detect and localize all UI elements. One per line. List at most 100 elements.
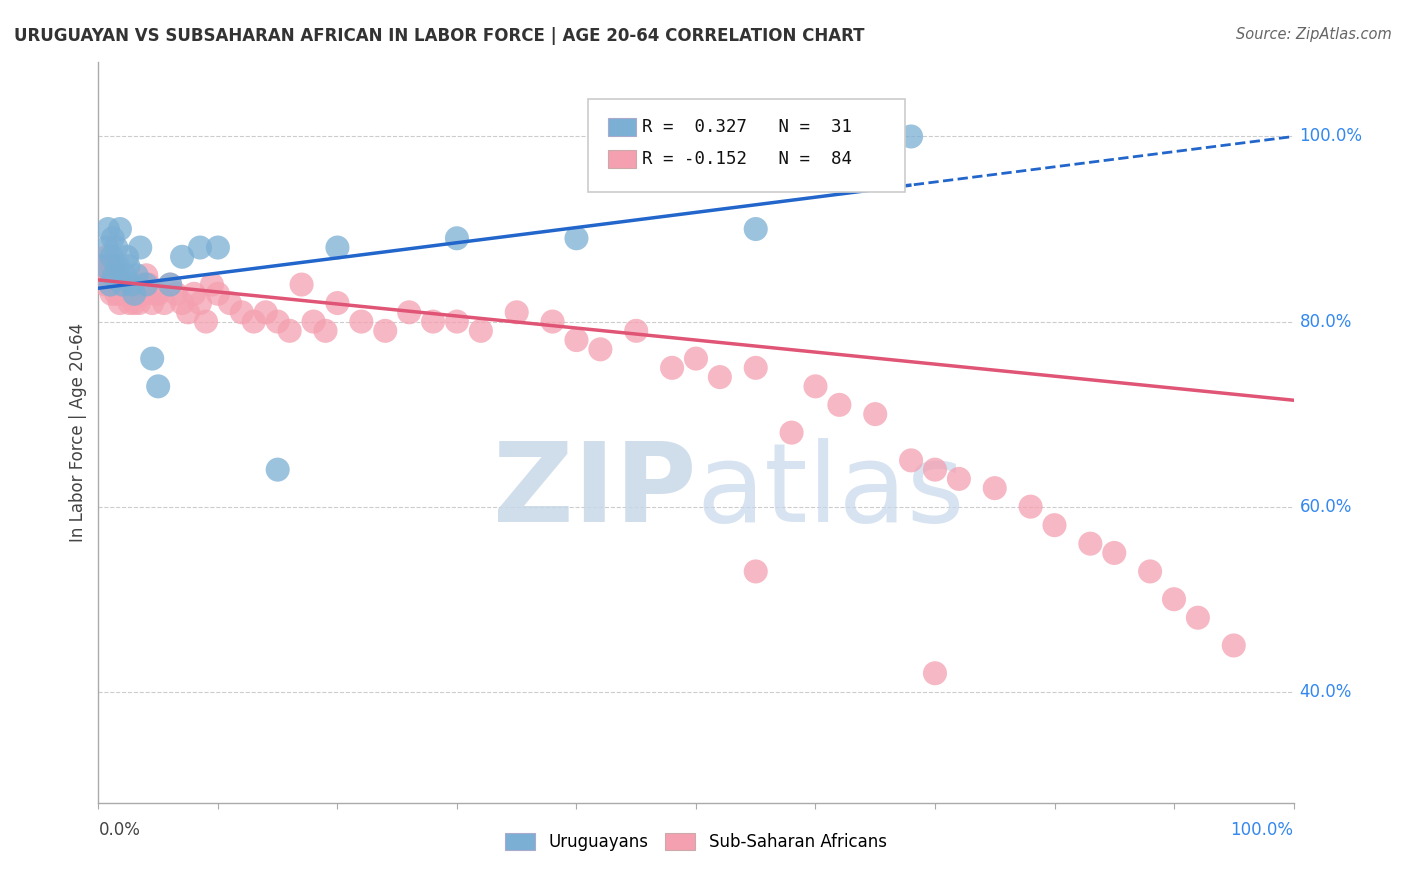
Point	[103, 259, 125, 273]
Point	[100, 286, 122, 301]
Point	[470, 324, 492, 338]
Point	[278, 324, 301, 338]
Point	[267, 462, 290, 476]
Point	[804, 379, 827, 393]
Point	[745, 360, 768, 375]
Point	[446, 231, 468, 245]
FancyBboxPatch shape	[607, 118, 637, 136]
Point	[97, 268, 120, 283]
Point	[97, 222, 120, 236]
Point	[94, 277, 117, 292]
Point	[267, 315, 290, 329]
Point	[111, 277, 134, 292]
Text: 100.0%: 100.0%	[1299, 128, 1362, 145]
Legend: Uruguayans, Sub-Saharan Africans: Uruguayans, Sub-Saharan Africans	[499, 826, 893, 857]
Point	[121, 286, 143, 301]
Point	[254, 305, 277, 319]
Point	[107, 259, 129, 273]
Point	[172, 250, 194, 264]
Point	[96, 250, 118, 264]
Text: Source: ZipAtlas.com: Source: ZipAtlas.com	[1236, 27, 1392, 42]
Point	[105, 240, 128, 255]
Point	[207, 286, 229, 301]
Point	[1104, 546, 1126, 560]
Point	[865, 407, 887, 421]
Point	[709, 370, 731, 384]
Point	[141, 351, 163, 366]
Point	[101, 268, 124, 283]
Point	[1019, 500, 1042, 514]
Point	[1139, 565, 1161, 579]
Point	[195, 315, 218, 329]
Point	[900, 453, 922, 467]
Point	[177, 305, 200, 319]
Point	[96, 240, 118, 255]
Point	[541, 315, 564, 329]
Point	[207, 240, 229, 255]
Point	[121, 277, 143, 292]
Point	[374, 324, 396, 338]
Point	[626, 324, 648, 338]
Point	[506, 305, 529, 319]
Point	[114, 268, 136, 283]
Point	[172, 296, 194, 310]
FancyBboxPatch shape	[589, 99, 905, 192]
Point	[661, 360, 683, 375]
Point	[685, 351, 707, 366]
Point	[129, 240, 152, 255]
Point	[398, 305, 420, 319]
Point	[780, 425, 803, 440]
Point	[148, 379, 170, 393]
Point	[100, 250, 122, 264]
Point	[984, 481, 1007, 495]
Point	[745, 565, 768, 579]
Point	[159, 277, 181, 292]
Point	[159, 277, 181, 292]
Point	[1187, 611, 1209, 625]
Point	[104, 277, 127, 292]
Point	[103, 268, 125, 283]
Point	[243, 315, 266, 329]
Point	[145, 286, 167, 301]
Point	[93, 259, 115, 273]
Text: 60.0%: 60.0%	[1299, 498, 1353, 516]
FancyBboxPatch shape	[607, 150, 637, 168]
Point	[745, 222, 768, 236]
Point	[1043, 518, 1066, 533]
Point	[326, 296, 349, 310]
Point	[107, 277, 129, 292]
Point	[98, 277, 122, 292]
Point	[924, 666, 946, 681]
Point	[125, 268, 148, 283]
Point	[183, 286, 205, 301]
Point	[114, 277, 136, 292]
Point	[128, 296, 150, 310]
Point	[108, 222, 131, 236]
Text: R =  0.327   N =  31: R = 0.327 N = 31	[643, 118, 852, 136]
Point	[219, 296, 242, 310]
Point	[117, 259, 139, 273]
Point	[108, 296, 131, 310]
Text: 100.0%: 100.0%	[1230, 822, 1294, 839]
Point	[231, 305, 253, 319]
Point	[948, 472, 970, 486]
Text: 0.0%: 0.0%	[98, 822, 141, 839]
Point	[124, 296, 146, 310]
Point	[153, 296, 176, 310]
Point	[165, 286, 187, 301]
Point	[101, 231, 124, 245]
Point	[115, 250, 138, 264]
Text: atlas: atlas	[696, 438, 965, 545]
Point	[131, 277, 153, 292]
Point	[924, 462, 946, 476]
Point	[138, 277, 160, 292]
Point	[1080, 536, 1102, 550]
Point	[118, 296, 141, 310]
Y-axis label: In Labor Force | Age 20-64: In Labor Force | Age 20-64	[69, 323, 87, 542]
Point	[326, 240, 349, 255]
Point	[125, 286, 148, 301]
Point	[565, 231, 588, 245]
Text: 40.0%: 40.0%	[1299, 682, 1353, 701]
Point	[589, 343, 612, 357]
Point	[302, 315, 325, 329]
